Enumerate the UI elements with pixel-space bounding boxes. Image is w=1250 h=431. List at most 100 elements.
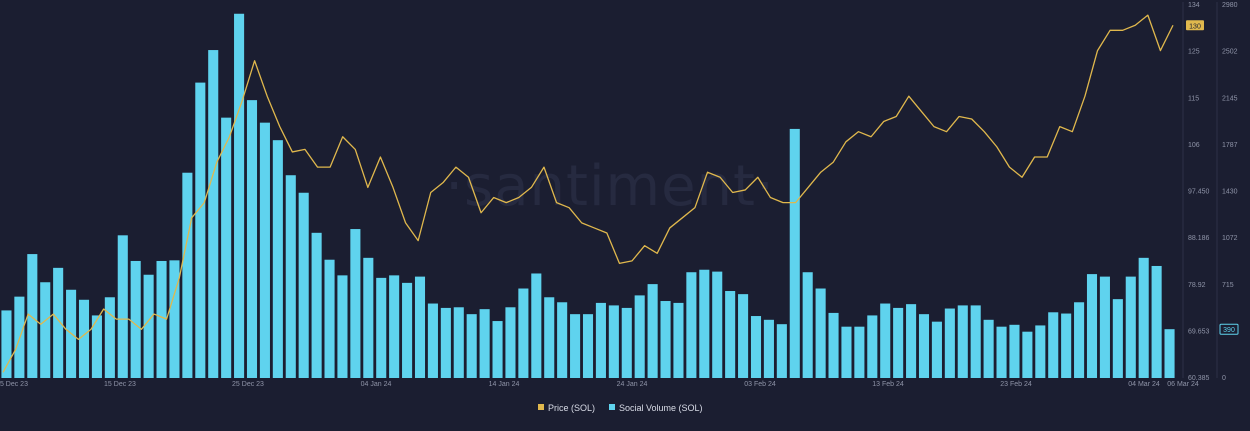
right-axis-tick-label: 715 [1222, 282, 1234, 289]
right-axis-tick-label: 0 [1222, 375, 1226, 382]
volume-bar [570, 314, 581, 378]
volume-bar [492, 321, 503, 378]
volume-bar [854, 326, 865, 378]
volume-bar [880, 303, 891, 378]
volume-bar [906, 304, 917, 378]
price-last-badge-text: 130 [1189, 23, 1201, 30]
volume-bar [1151, 265, 1162, 378]
volume-bar [647, 284, 658, 378]
volume-bar [1099, 276, 1110, 378]
volume-bar [557, 302, 568, 378]
x-axis-tick-label: 04 Mar 24 [1128, 381, 1160, 388]
volume-bar [27, 254, 38, 378]
volume-bar [156, 260, 167, 378]
left-axis-tick-label: 125 [1188, 49, 1200, 56]
x-axis-tick-label: 14 Jan 24 [489, 381, 520, 388]
volume-bar [763, 319, 774, 378]
volume-bar [324, 259, 335, 378]
volume-bar [53, 267, 64, 378]
volume-bar [130, 260, 141, 378]
volume-bar [608, 305, 619, 378]
volume-legend-swatch [609, 404, 615, 410]
volume-bar [195, 82, 206, 378]
volume-bar [143, 274, 154, 378]
volume-bar [91, 315, 102, 378]
x-axis-tick-label: 24 Jan 24 [617, 381, 648, 388]
volume-bar [350, 229, 361, 378]
x-axis-tick-label: 03 Feb 24 [744, 381, 776, 388]
volume-bar [1112, 299, 1123, 378]
volume-bar [1022, 331, 1033, 378]
volume-bar [259, 122, 270, 378]
volume-bar [311, 232, 322, 378]
volume-bar [285, 175, 296, 378]
volume-bar [1138, 257, 1149, 378]
volume-bar [918, 314, 930, 378]
volume-bar [246, 100, 258, 378]
x-axis-tick-label: 23 Feb 24 [1000, 381, 1032, 388]
volume-bar [298, 192, 309, 378]
volume-bar [1164, 329, 1175, 378]
volume-last-badge [1219, 323, 1239, 335]
price-line [2, 14, 1174, 373]
volume-bar [699, 269, 710, 378]
volume-bar [427, 303, 438, 378]
right-axis-tick-label: 2502 [1222, 49, 1238, 56]
volume-bar [660, 301, 671, 378]
tick-labels: 134 125 115 106 97.450 88.186 78.92 69.653 60.38… [0, 2, 1238, 388]
volume-bar [634, 295, 645, 378]
right-axis-tick-label: 1072 [1222, 235, 1238, 242]
volume-bar [182, 172, 193, 378]
volume-bar [402, 282, 413, 378]
volume-bar [893, 307, 904, 378]
volume-bar [996, 326, 1007, 378]
volume-bar [1009, 324, 1020, 378]
volume-bar [828, 312, 839, 378]
left-axis-tick-label: 69.653 [1188, 328, 1210, 335]
volume-bar [970, 305, 981, 378]
price-legend-swatch [538, 404, 544, 410]
volume-bar [389, 275, 400, 378]
volume-bar [466, 314, 477, 378]
volume-bar [453, 307, 464, 378]
axes [1182, 2, 1218, 378]
volume-bar [802, 272, 813, 378]
volume-bar [1125, 276, 1136, 378]
volume-bar [621, 307, 632, 378]
volume-bar [983, 319, 994, 378]
volume-bar [815, 288, 826, 378]
x-axis-tick-label: 05 Dec 23 [0, 381, 28, 388]
volume-bar [40, 282, 51, 378]
right-axis-tick-label: 1430 [1222, 189, 1238, 196]
volume-bar [531, 273, 542, 378]
x-axis-tick-label: 15 Dec 23 [104, 381, 136, 388]
volume-bar [376, 277, 387, 378]
right-axis-tick-label: 1787 [1222, 142, 1238, 149]
santiment-watermark: ·santiment· [445, 154, 775, 219]
volume-bar [725, 291, 736, 378]
volume-bar [117, 235, 128, 378]
legend: Price (SOL) Social Volume (SOL) [538, 403, 703, 413]
volume-bar [1, 310, 12, 378]
volume-bar [582, 314, 594, 378]
x-axis-tick-label: 25 Dec 23 [232, 381, 264, 388]
volume-bar [686, 272, 697, 378]
x-axis-tick-label: 04 Jan 24 [361, 381, 392, 388]
volume-bar [479, 309, 490, 378]
right-axis-tick-label: 2145 [1222, 95, 1238, 102]
price-line-layer [2, 14, 1174, 373]
volume-bar [363, 257, 374, 378]
price-legend-label: Price (SOL) [548, 403, 595, 413]
value-badges: 130 390 [1186, 20, 1239, 335]
volume-bar [712, 271, 723, 378]
volume-bar [337, 275, 348, 378]
left-axis-tick-label: 134 [1188, 2, 1200, 9]
volume-bar [544, 297, 555, 378]
volume-bar [1086, 274, 1098, 378]
volume-bar [272, 140, 283, 378]
volume-bar [673, 302, 684, 378]
volume-bar [867, 315, 878, 378]
volume-bar [1061, 313, 1072, 378]
